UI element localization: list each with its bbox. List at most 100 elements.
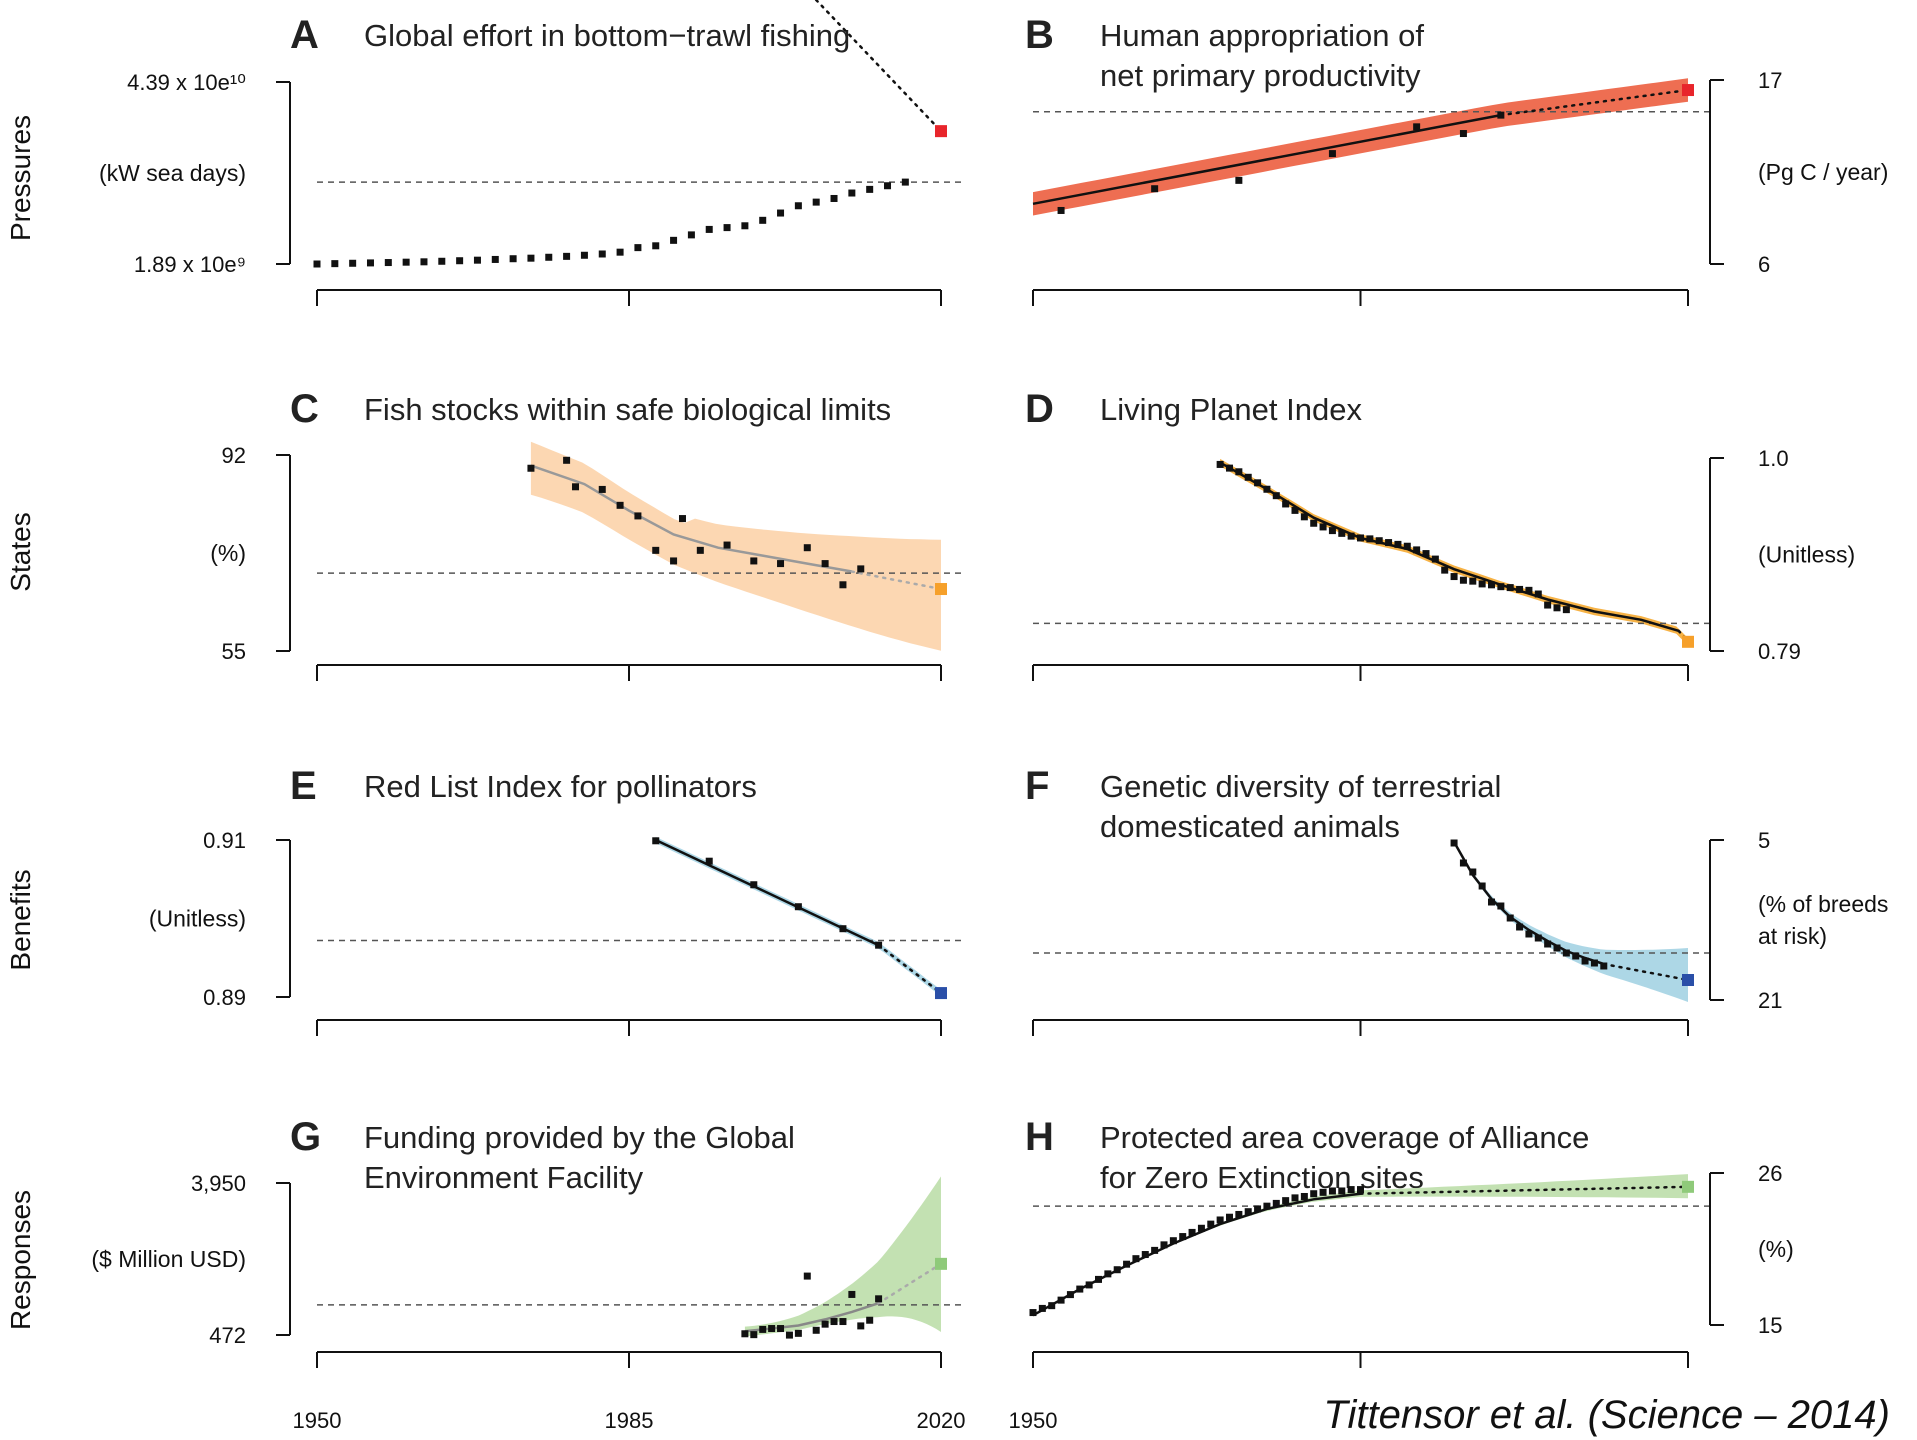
panel-title: net primary productivity [1100,58,1421,93]
data-point [491,255,499,263]
data-point [1291,506,1299,514]
data-point [1057,206,1065,214]
y-tick-label: 472 [209,1323,246,1348]
data-point [402,258,410,266]
y-unit-label: (%) [1758,1236,1794,1262]
x-tick-label: 2020 [917,1408,966,1433]
data-point [1282,500,1290,508]
projection-line [1499,88,1690,117]
y-tick-label: 55 [222,639,246,664]
data-point [1272,1199,1280,1207]
data-point [1216,1216,1224,1224]
data-point [1516,923,1524,931]
data-point [1235,468,1243,476]
row-label-benefits: Benefits [5,869,36,970]
data-point [598,485,606,493]
data-point [821,560,829,568]
data-point [1057,1296,1065,1304]
data-point [1516,585,1524,593]
fit-line [1032,1192,1361,1317]
data-point [1459,576,1467,584]
panel-title: for Zero Extinction sites [1100,1160,1424,1195]
panel-title: Environment Facility [364,1160,644,1195]
data-point [1104,1270,1112,1278]
data-point [1066,1291,1074,1299]
data-point [1488,581,1495,589]
y-tick-label: 26 [1758,1161,1782,1186]
x-tick-label: 1950 [1009,1408,1058,1433]
uncertainty-band [530,441,941,651]
data-point [1590,959,1598,967]
panel-letter: G [290,1115,321,1159]
y-unit-label: ($ Million USD) [91,1246,246,1272]
panel-letter: F [1025,764,1049,808]
data-point [750,557,758,565]
y-tick-label: 3,950 [191,1171,246,1196]
panel-letter: D [1025,387,1054,431]
y-unit-label: (kW sea days) [99,160,246,186]
data-point [634,244,642,252]
data-point [875,941,883,949]
data-point [759,1325,767,1333]
data-point [1244,1208,1252,1216]
x-tick-label: 1950 [293,1408,342,1433]
panel-title: Global effort in bottom−trawl fishing [364,18,850,53]
data-point [1544,601,1552,609]
data-point [572,483,580,491]
data-point [1328,150,1336,158]
data-point [1310,1190,1318,1198]
data-point [1403,542,1411,550]
data-point [1244,473,1252,481]
data-point [1357,1186,1364,1194]
projection-end-marker [1682,84,1694,97]
y-unit-label: at risk) [1758,923,1827,949]
row-label-text: Pressures [5,115,36,241]
projection-line [850,570,943,591]
data-point [1450,573,1458,581]
data-point [1123,1260,1131,1268]
y-unit-label: (Unitless) [1758,542,1855,568]
y-unit-label: (% of breeds [1758,891,1888,917]
data-point [794,202,802,210]
uncertainty-band [1454,840,1688,1002]
data-point [821,1320,829,1328]
projection-end-marker [935,987,947,1000]
data-point [875,1295,883,1303]
data-point [848,1290,856,1298]
data-point [857,565,865,573]
y-tick-label: 17 [1758,68,1782,93]
panel-f: F Genetic diversity of terrestrial domesti… [1025,764,1888,1036]
data-point [687,231,695,239]
panel-d: D Living Planet Index 1.0 0.79 (Unitless) [1025,387,1855,681]
fit-line [1219,461,1679,632]
data-point [1553,604,1561,612]
data-point [634,512,642,520]
data-point [1497,111,1505,119]
data-point [652,546,660,554]
data-point [1525,586,1533,594]
row-label-text: Responses [5,1190,36,1330]
panel-h: H Protected area coverage of Alliance for … [1009,1115,1794,1433]
data-point [1506,584,1514,592]
panel-title: domesticated animals [1100,809,1400,844]
y-unit-label: (%) [210,540,246,566]
uncertainty-band [1220,458,1688,646]
data-point [812,198,820,206]
uncertainty-band [744,1176,941,1337]
panel-letter: E [290,764,317,808]
data-point [1413,123,1421,131]
data-point [1207,1220,1215,1228]
data-point [1385,539,1393,547]
row-label-states: States [5,512,36,591]
data-point [803,1272,811,1280]
data-point [598,250,606,258]
panel-letter: H [1025,1115,1054,1159]
data-point [1282,1197,1290,1205]
data-point [331,260,339,268]
data-point [1600,962,1608,970]
y-tick-label: 1.0 [1758,446,1789,471]
panel-g: G Funding provided by the Global Environme… [91,1115,966,1433]
projection-line [1602,962,1690,982]
data-point [1254,1205,1262,1213]
